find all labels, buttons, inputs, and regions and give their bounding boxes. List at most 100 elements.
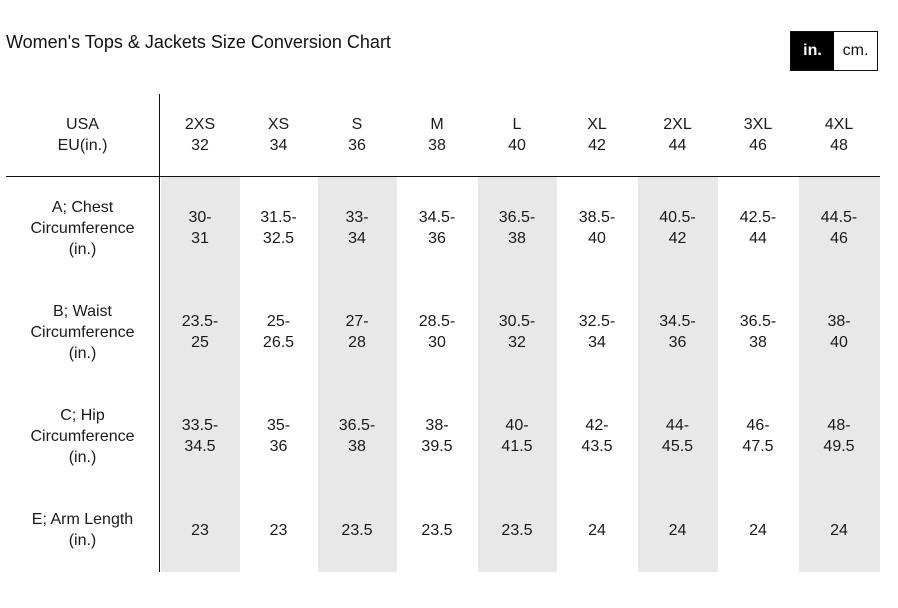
measurement-cell-text: 23.5 [501,521,533,539]
measurement-cell: 42.5- 44 [718,176,798,280]
measurement-cell-text: 31.5- 32.5 [260,209,297,247]
measurement-cell-text: 38.5- 40 [578,209,616,247]
measurement-cell: 24 [718,488,798,572]
measurement-cell-text: 32.5- 34 [578,313,616,351]
measurement-cell: 34.5- 36 [397,176,477,280]
row-label-text: E; Arm Length (in.) [31,511,134,549]
measurement-cell-text: 44.5- 46 [820,209,858,247]
measurement-cell-text: 24 [749,521,767,539]
unit-button-inches[interactable]: in. [791,32,834,70]
unit-button-centimeters[interactable]: cm. [834,32,877,70]
row-label: E; Arm Length (in.) [6,488,159,572]
size-header-4xl: 4XL 48 [798,94,880,176]
column-shade [318,177,397,572]
size-us: 2XS [184,116,216,133]
measurement-cell: 23.5 [397,488,477,572]
size-eu: 46 [749,137,767,154]
measurement-cell: 30.5- 32 [477,280,557,384]
measurement-cell: 30- 31 [160,176,240,280]
measurement-cell: 48- 49.5 [798,384,880,488]
measurement-cell: 42- 43.5 [557,384,637,488]
measurement-cell: 35- 36 [240,384,317,488]
measurement-cell-text: 33- 34 [345,209,369,247]
measurement-cell: 38- 40 [798,280,880,384]
column-shade [478,177,557,572]
measurement-cell: 36.5- 38 [477,176,557,280]
measurement-cell-text: 24 [588,521,606,539]
header-label-cell: USA EU(in.) [6,94,159,176]
size-header-m: M 38 [397,94,477,176]
measurement-cell-text: 23 [191,521,209,539]
header-label-cell-text: USA EU(in.) [57,116,108,154]
size-header-3xl: 3XL 46 [718,94,798,176]
row-label: B; Waist Circumference (in.) [6,280,159,384]
measurement-cell: 36.5- 38 [317,384,397,488]
size-eu: 34 [269,137,288,154]
size-us: L [512,116,522,133]
size-header-l: L 40 [477,94,557,176]
measurement-cell-text: 36.5- 38 [739,313,777,351]
measurement-cell: 46- 47.5 [718,384,798,488]
measurement-cell: 23 [160,488,240,572]
size-us: 4XL [824,116,854,133]
measurement-cell: 44.5- 46 [798,176,880,280]
measurement-cell: 23.5- 25 [160,280,240,384]
measurement-cell: 23.5 [477,488,557,572]
measurement-cell-text: 42.5- 44 [739,209,777,247]
measurement-cell-text: 46- 47.5 [742,417,774,455]
measurement-cell-text: 24 [668,521,687,539]
measurement-cell-text: 30.5- 32 [498,313,536,351]
measurement-cell-text: 34.5- 36 [418,209,456,247]
measurement-cell: 40.5- 42 [637,176,718,280]
measurement-cell-text: 34.5- 36 [659,313,696,351]
column-shade [161,177,240,572]
size-eu: 38 [428,137,446,154]
size-header-2xl: 2XL 44 [637,94,718,176]
measurement-cell: 36.5- 38 [718,280,798,384]
measurement-cell-text: 40.5- 42 [659,209,696,247]
measurement-cell-text: 25- 26.5 [262,313,295,351]
size-eu: 48 [830,137,848,154]
measurement-cell: 38.5- 40 [557,176,637,280]
row-label-text: B; Waist Circumference (in.) [30,302,135,362]
measurement-cell: 23 [240,488,317,572]
size-us: 3XL [743,116,773,133]
measurement-cell-text: 24 [830,521,848,539]
size-header-xs: XS 34 [240,94,317,176]
column-shade [638,177,718,572]
header-divider [6,176,880,177]
size-us: XS [267,116,290,133]
size-header-xl: XL 42 [557,94,637,176]
measurement-cell: 27- 28 [317,280,397,384]
size-us: M [430,116,444,133]
measurement-cell: 24 [637,488,718,572]
measurement-cell: 24 [557,488,637,572]
unit-toggle: in. cm. [790,31,878,71]
column-divider [159,94,160,572]
measurement-cell-text: 23 [269,521,288,539]
measurement-cell-text: 23.5- 25 [181,313,219,351]
measurement-cell: 32.5- 34 [557,280,637,384]
measurement-cell: 40- 41.5 [477,384,557,488]
measurement-cell-text: 35- 36 [266,417,291,455]
size-us: S [351,116,363,133]
measurement-cell: 33- 34 [317,176,397,280]
size-eu: 36 [348,137,366,154]
measurement-cell-text: 27- 28 [345,313,369,351]
row-label-text: C; Hip Circumference (in.) [30,406,135,466]
measurement-cell: 31.5- 32.5 [240,176,317,280]
size-eu: 32 [191,137,209,154]
measurement-cell: 24 [798,488,880,572]
measurement-cell: 44- 45.5 [637,384,718,488]
measurement-cell-text: 38- 40 [827,313,851,351]
column-shade [799,177,880,572]
size-eu: 40 [508,137,526,154]
measurement-cell-text: 40- 41.5 [501,417,533,455]
measurement-cell-text: 33.5- 34.5 [181,417,219,455]
size-header-2xs: 2XS 32 [160,94,240,176]
row-label-text: A; Chest Circumference (in.) [30,198,135,258]
measurement-cell-text: 42- 43.5 [581,417,613,455]
size-us: XL [587,116,607,133]
measurement-cell-text: 38- 39.5 [421,417,453,455]
row-label: C; Hip Circumference (in.) [6,384,159,488]
